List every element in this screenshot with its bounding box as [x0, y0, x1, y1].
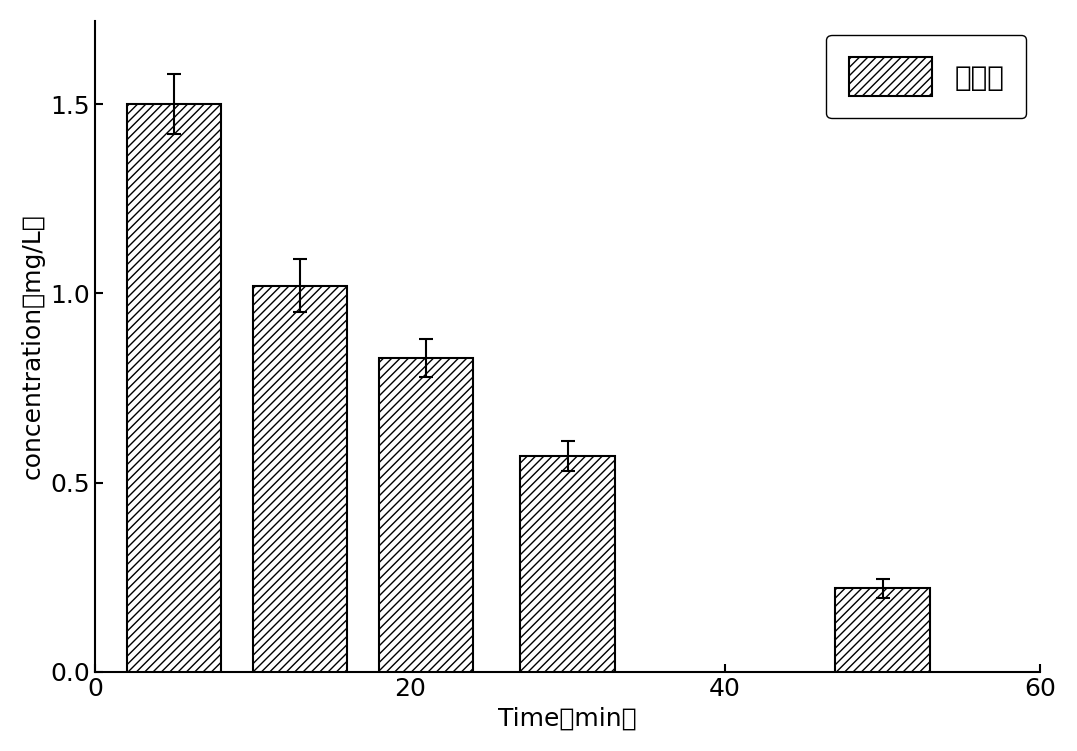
X-axis label: Time（min）: Time（min）	[499, 706, 637, 730]
Bar	[252, 285, 347, 671]
Legend: 雌二醇: 雌二醇	[826, 35, 1026, 119]
Bar	[126, 104, 221, 671]
Bar	[836, 589, 929, 671]
Bar	[379, 357, 473, 671]
Y-axis label: concentration（mg/L）: concentration（mg/L）	[20, 213, 45, 479]
Bar	[520, 456, 615, 671]
